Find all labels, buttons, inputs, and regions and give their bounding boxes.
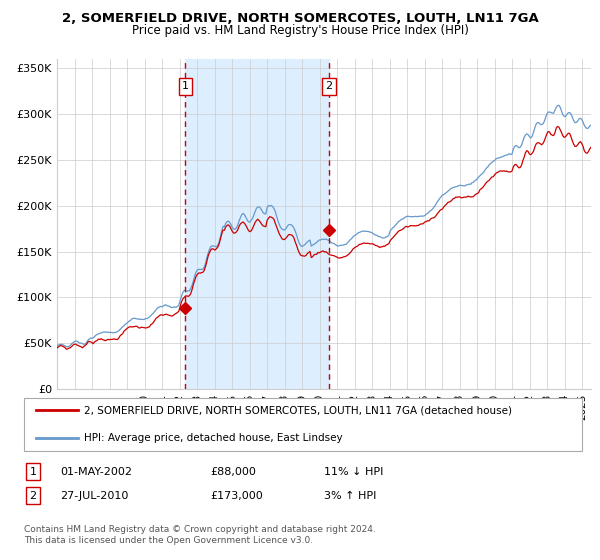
Text: 11% ↓ HPI: 11% ↓ HPI (324, 466, 383, 477)
Bar (185, 59, 329, 389)
Text: 1: 1 (29, 466, 37, 477)
Text: £88,000: £88,000 (210, 466, 256, 477)
Text: 2: 2 (29, 491, 37, 501)
Text: 01-MAY-2002: 01-MAY-2002 (60, 466, 132, 477)
Text: £173,000: £173,000 (210, 491, 263, 501)
Text: Contains HM Land Registry data © Crown copyright and database right 2024.
This d: Contains HM Land Registry data © Crown c… (24, 525, 376, 545)
Text: 2: 2 (326, 81, 332, 91)
Text: Price paid vs. HM Land Registry's House Price Index (HPI): Price paid vs. HM Land Registry's House … (131, 24, 469, 36)
Text: 2, SOMERFIELD DRIVE, NORTH SOMERCOTES, LOUTH, LN11 7GA: 2, SOMERFIELD DRIVE, NORTH SOMERCOTES, L… (62, 12, 538, 25)
Text: 2, SOMERFIELD DRIVE, NORTH SOMERCOTES, LOUTH, LN11 7GA (detached house): 2, SOMERFIELD DRIVE, NORTH SOMERCOTES, L… (84, 405, 512, 415)
Text: 1: 1 (182, 81, 189, 91)
Text: 27-JUL-2010: 27-JUL-2010 (60, 491, 128, 501)
Text: HPI: Average price, detached house, East Lindsey: HPI: Average price, detached house, East… (84, 433, 343, 443)
Text: 3% ↑ HPI: 3% ↑ HPI (324, 491, 376, 501)
